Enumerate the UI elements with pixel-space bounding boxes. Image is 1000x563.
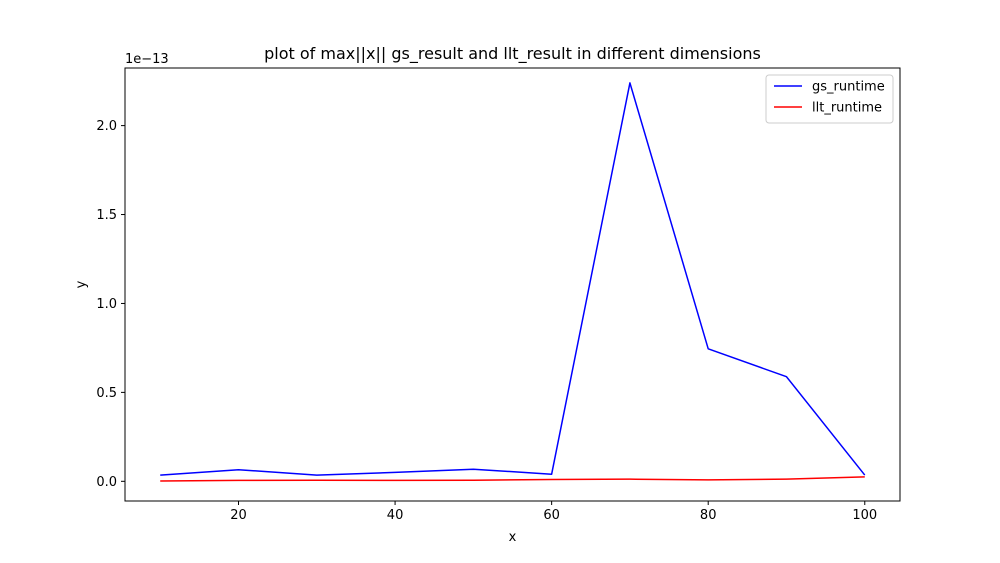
x-tick-label: 80 bbox=[700, 508, 717, 523]
plot-area-frame bbox=[124, 67, 901, 502]
series-layer bbox=[160, 82, 866, 482]
legend-box bbox=[765, 74, 894, 124]
x-axis-ticks: 20 40 60 80 100 bbox=[230, 501, 877, 523]
legend-label: gs_runtime bbox=[812, 80, 885, 95]
y-tick-label: 0.0 bbox=[96, 475, 117, 490]
x-tick-label: 40 bbox=[387, 508, 404, 523]
y-tick-label: 0.5 bbox=[96, 386, 117, 401]
y-axis-ticks: 0.0 0.5 1.0 1.5 2.0 bbox=[96, 119, 125, 490]
series-line-gs_runtime bbox=[160, 82, 866, 476]
y-tick-label: 1.0 bbox=[96, 297, 117, 312]
chart-title: plot of max||x|| gs_result and llt_resul… bbox=[264, 44, 761, 64]
y-axis-label: y bbox=[74, 280, 89, 288]
y-tick-label: 2.0 bbox=[96, 119, 117, 134]
legend-label: llt_runtime bbox=[812, 101, 882, 116]
x-tick-label: 100 bbox=[852, 508, 877, 523]
legend: gs_runtime llt_runtime bbox=[765, 74, 894, 124]
x-tick-label: 60 bbox=[543, 508, 560, 523]
y-axis-offset-label: 1e−13 bbox=[125, 52, 169, 67]
x-axis-label: x bbox=[509, 530, 517, 545]
y-tick-label: 1.5 bbox=[96, 208, 117, 223]
x-tick-label: 20 bbox=[230, 508, 247, 523]
series-line-llt_runtime bbox=[160, 476, 865, 482]
